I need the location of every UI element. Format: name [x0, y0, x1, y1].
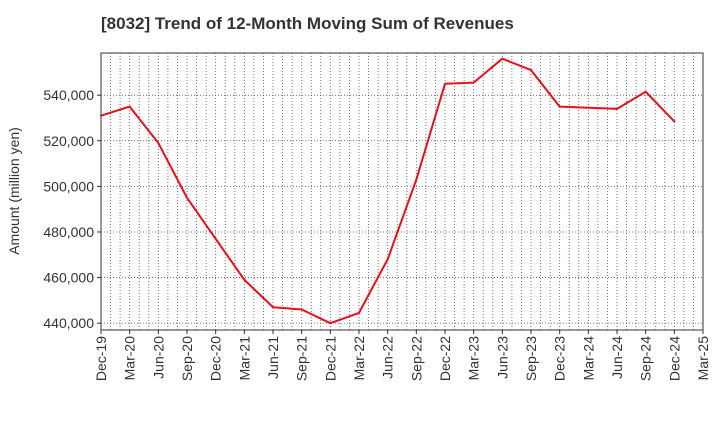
- chart-title: [8032] Trend of 12-Month Moving Sum of R…: [101, 14, 514, 33]
- x-axis: Dec-19 Mar-20 Jun-20 Sep-20 Dec-20 Mar-21 Jun-…: [93, 330, 711, 381]
- y-tick-label: 540,000: [43, 87, 94, 103]
- x-tick-label: Mar-22: [351, 336, 367, 381]
- x-tick-label: Sep-21: [294, 336, 310, 381]
- data-point: [558, 105, 561, 108]
- data-point: [616, 107, 618, 110]
- data-point: [501, 57, 504, 60]
- data-point: [415, 178, 418, 181]
- y-axis: 440,000 460,000 480,000 500,000 520,000 540,0…: [43, 87, 101, 331]
- data-point: [157, 142, 160, 145]
- x-tick-label: Mar-20: [122, 336, 138, 381]
- data-point: [472, 81, 475, 84]
- y-tick-label: 520,000: [43, 133, 94, 149]
- data-point: [444, 82, 446, 85]
- data-point: [386, 258, 389, 261]
- series-layer: [100, 57, 676, 325]
- data-point: [673, 120, 676, 123]
- x-tick-label: Dec-21: [322, 336, 338, 381]
- x-tick-label: Jun-23: [494, 336, 510, 379]
- x-tick-label: Mar-24: [580, 336, 596, 381]
- x-tick-label: Sep-24: [638, 336, 654, 381]
- x-tick-label: Mar-23: [466, 336, 482, 381]
- data-point: [358, 311, 360, 314]
- data-point: [186, 196, 188, 199]
- data-point: [530, 69, 532, 72]
- data-point: [272, 306, 274, 309]
- y-axis-title: Amount (million yen): [6, 127, 22, 255]
- data-point: [329, 322, 332, 325]
- y-tick-label: 440,000: [43, 315, 94, 331]
- x-tick-label: Jun-24: [609, 336, 625, 379]
- plot-area: [101, 53, 703, 330]
- data-point: [644, 90, 647, 93]
- x-tick-label: Mar-21: [236, 336, 252, 381]
- data-point: [214, 237, 217, 240]
- x-tick-label: Dec-22: [437, 336, 453, 381]
- x-tick-label: Jun-21: [265, 336, 281, 379]
- data-point: [587, 106, 590, 109]
- y-tick-label: 460,000: [43, 270, 94, 286]
- x-tick-label: Dec-23: [552, 336, 568, 381]
- data-point: [128, 105, 131, 108]
- grid: [101, 53, 703, 330]
- y-tick-label: 500,000: [43, 178, 94, 194]
- data-point: [300, 308, 303, 311]
- x-tick-label: Sep-23: [523, 336, 539, 381]
- y-tick-label: 480,000: [43, 224, 94, 240]
- data-point: [243, 278, 246, 281]
- x-tick-label: Mar-25: [695, 336, 711, 381]
- x-tick-label: Sep-22: [408, 336, 424, 381]
- x-tick-label: Dec-19: [93, 336, 109, 381]
- x-tick-label: Dec-20: [208, 336, 224, 381]
- x-tick-label: Dec-24: [666, 336, 682, 381]
- x-tick-label: Jun-22: [380, 336, 396, 379]
- plot-border: [100, 52, 704, 331]
- x-tick-label: Sep-20: [179, 336, 195, 381]
- x-tick-label: Jun-20: [150, 336, 166, 379]
